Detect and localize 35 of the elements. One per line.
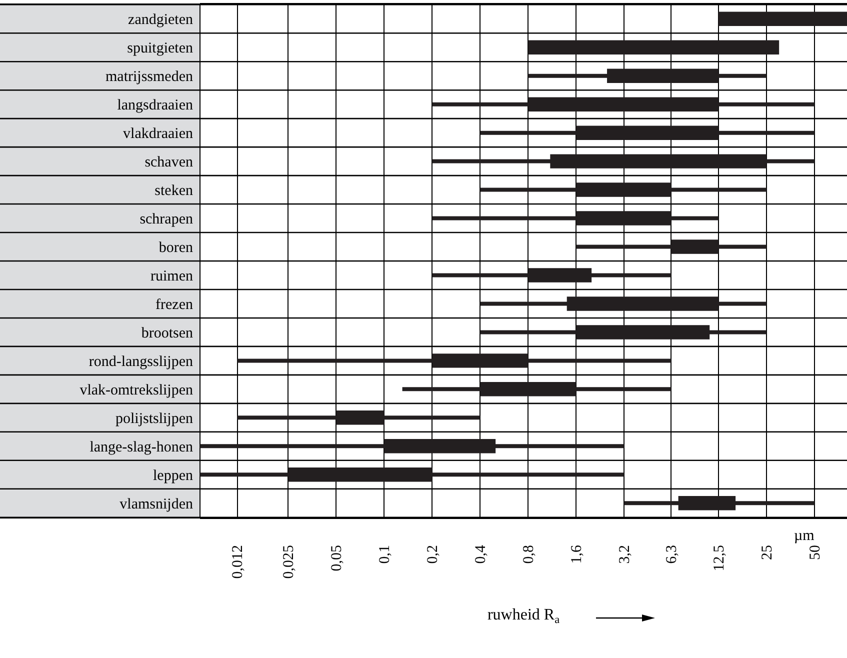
x-tick-label: 1,6 [568,544,585,564]
y-tick-label: lange-slag-honen [90,439,194,456]
y-tick-label: vlak-omtrekslijpen [80,382,194,398]
x-tick-label: 0,05 [329,545,346,572]
y-tick-label: vlakdraaien [123,126,194,142]
y-tick-label: vlamsnijden [120,496,194,512]
x-tick-label: 6,3 [664,545,680,564]
y-tick-label: schrapen [140,212,194,228]
y-tick-label: frezen [156,296,194,313]
bar [528,40,780,54]
x-tick-label: 25 [759,545,776,560]
x-tick-label: 0,8 [520,545,537,564]
x-tick-label: 3,2 [616,545,633,564]
x-tick-label: 0,012 [230,545,246,579]
y-tick-label: brootsen [141,325,194,342]
y-tick-label: boren [158,240,194,256]
x-axis-title: ruwheid R$_{a}$ [487,606,560,626]
y-tick-label: rond-langsslijpen [88,354,194,370]
y-tick-label: matrijssmeden [106,69,194,86]
y-tick-label: steken [154,183,194,200]
x-tick-label: 0,1 [377,545,394,564]
y-tick-label: polijstslijpen [115,410,194,427]
x-tick-label: 50 [807,545,824,560]
y-tick-label: zandgieten [128,12,194,28]
y-tick-label: langsdraaien [117,98,194,114]
y-tick-label: schaven [144,154,194,171]
x-tick-label: 12,5 [711,545,728,572]
y-tick-label: spuitgieten [127,40,194,57]
y-tick-label: leppen [153,468,194,484]
text: µm [794,528,815,544]
bar [718,12,847,26]
x-tick-label: 0,025 [281,545,298,579]
x-tick-label: 0,2 [425,545,442,564]
x-tick-label: 0,4 [473,544,490,564]
y-tick-label: ruimen [150,268,194,284]
